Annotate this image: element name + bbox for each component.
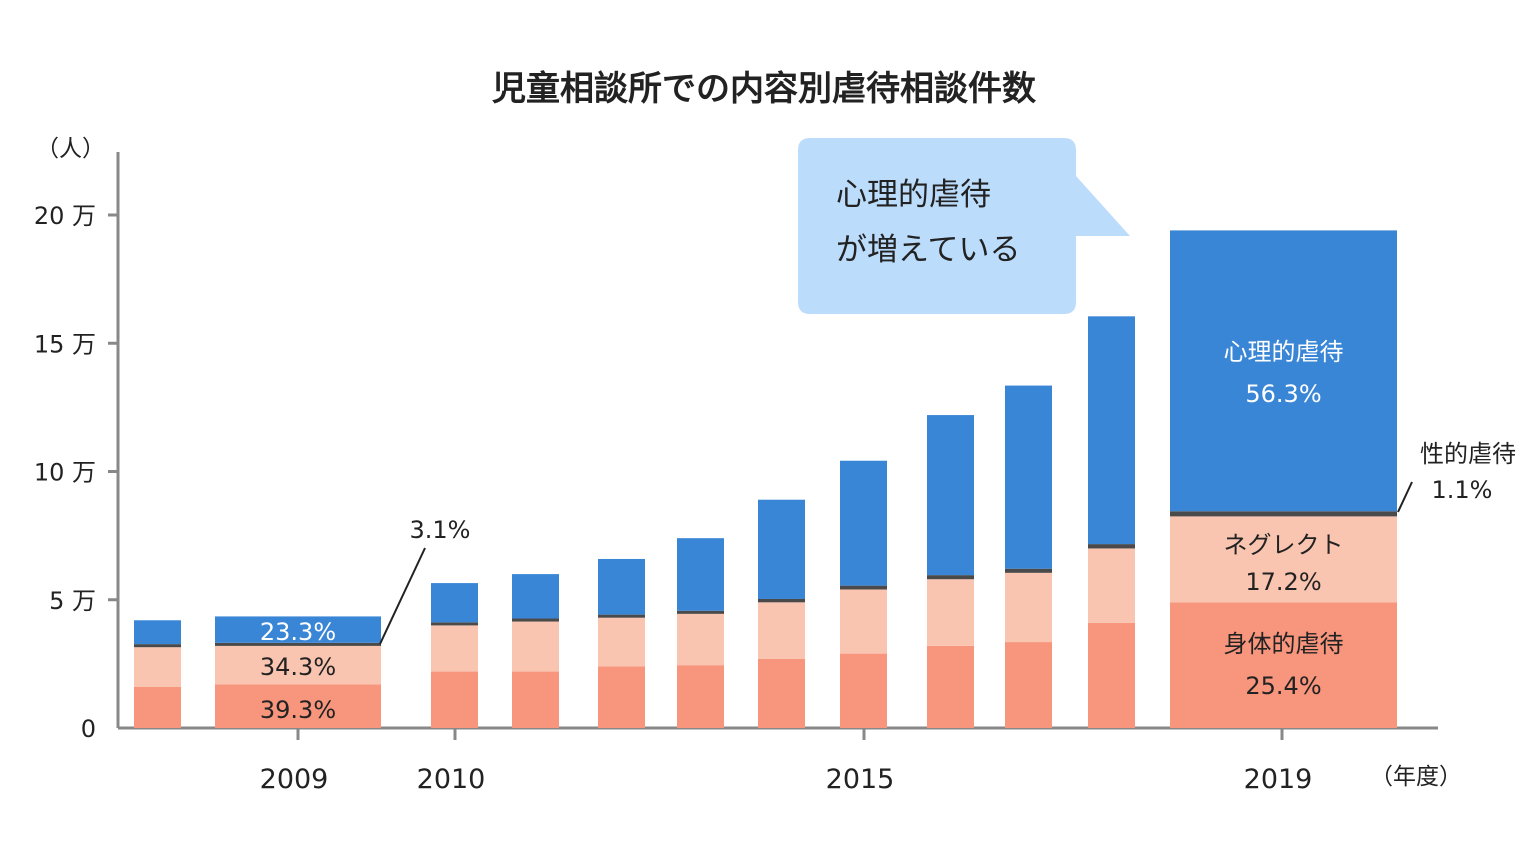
bar-segment	[215, 616, 381, 643]
bar-segment	[1170, 511, 1397, 517]
bubble-line-1: 心理的虐待	[836, 177, 991, 213]
segment-name-label: 身体的虐待	[1224, 630, 1344, 658]
x-tick-label: 2009	[260, 764, 329, 795]
bar-segment	[1088, 622, 1135, 728]
segment-name-label: 心理的虐待	[1224, 338, 1344, 366]
y-tick-label: 20 万	[34, 202, 96, 230]
bar-segment	[677, 538, 724, 611]
bar-segment	[758, 658, 805, 728]
segment-labels: 23.3% 34.3% 39.3% 3.1% 心理的虐待 56.3% ネグレクト 17.2% 身…	[260, 338, 1516, 724]
bar-segment	[598, 558, 645, 615]
bar-segment	[215, 645, 381, 685]
bar-segment	[215, 684, 381, 728]
bar-segment	[134, 686, 181, 728]
bars	[134, 230, 1397, 728]
callout-label: 3.1%	[410, 516, 471, 544]
bar-segment	[758, 602, 805, 659]
bar-segment	[512, 621, 559, 672]
bar-segment	[840, 589, 887, 654]
bar-segment	[758, 499, 805, 599]
bar-segment	[927, 575, 974, 580]
y-tick-label: 10 万	[34, 459, 96, 487]
bar-segment	[431, 671, 478, 728]
y-tick-label: 15 万	[34, 330, 96, 358]
bar-segment	[215, 642, 381, 646]
bar-segment	[840, 585, 887, 590]
bar-percent-label: 39.3%	[260, 696, 336, 724]
bar-segment	[677, 610, 724, 614]
bar-segment	[677, 613, 724, 666]
bar-segment	[512, 671, 559, 728]
bar-segment	[134, 647, 181, 687]
callout-line	[379, 547, 426, 645]
x-tick-label: 2019	[1244, 764, 1313, 795]
bar-segment	[927, 579, 974, 646]
segment-percent-label: 25.4%	[1245, 672, 1321, 700]
bar-segment	[1170, 230, 1397, 512]
x-tick-label: 2015	[826, 764, 895, 795]
bar-segment	[1005, 385, 1052, 569]
bar-segment	[1170, 602, 1397, 728]
bar-segment	[1088, 316, 1135, 545]
bar-segment	[677, 665, 724, 728]
bar-segment	[1088, 544, 1135, 549]
bar-segment	[1005, 568, 1052, 573]
bar-segment	[598, 614, 645, 618]
speech-bubble-shape	[798, 138, 1130, 314]
bubble-line-2: が増えている	[836, 232, 1020, 268]
bar-segment	[134, 644, 181, 648]
callout-line	[1397, 481, 1413, 513]
bar-segment	[431, 583, 478, 623]
bar-segment	[598, 666, 645, 728]
chart-title: 児童相談所での内容別虐待相談件数	[492, 69, 1036, 109]
bar-segment	[431, 625, 478, 672]
bar-segment	[134, 620, 181, 645]
segment-name-label: ネグレクト	[1224, 531, 1344, 559]
callout-label: 性的虐待	[1420, 440, 1516, 468]
y-tick-label: 5 万	[49, 587, 96, 615]
bar-segment	[512, 574, 559, 619]
bar-segment	[840, 653, 887, 728]
bar-segment	[927, 645, 974, 728]
segment-percent-label: 56.3%	[1245, 380, 1321, 408]
bar-segment	[758, 598, 805, 603]
speech-bubble: 心理的虐待 が増えている	[798, 138, 1130, 314]
bar-segment	[1170, 516, 1397, 603]
bar-segment	[1005, 642, 1052, 728]
bar-percent-label: 34.3%	[260, 653, 336, 681]
segment-percent-label: 17.2%	[1245, 568, 1321, 596]
bar-segment	[598, 617, 645, 667]
bar-segment	[512, 618, 559, 622]
x-unit-label: （年度）	[1370, 764, 1462, 790]
bar-segment	[431, 622, 478, 626]
y-unit-label: （人）	[36, 136, 105, 162]
x-tick-label: 2010	[417, 764, 486, 795]
bar-segment	[927, 415, 974, 576]
y-tick-label: 0	[81, 715, 96, 743]
bar-segment	[1088, 548, 1135, 623]
bar-segment	[1005, 572, 1052, 643]
bar-percent-label: 23.3%	[260, 618, 336, 646]
callout-label: 1.1%	[1432, 476, 1493, 504]
bar-segment	[840, 460, 887, 586]
